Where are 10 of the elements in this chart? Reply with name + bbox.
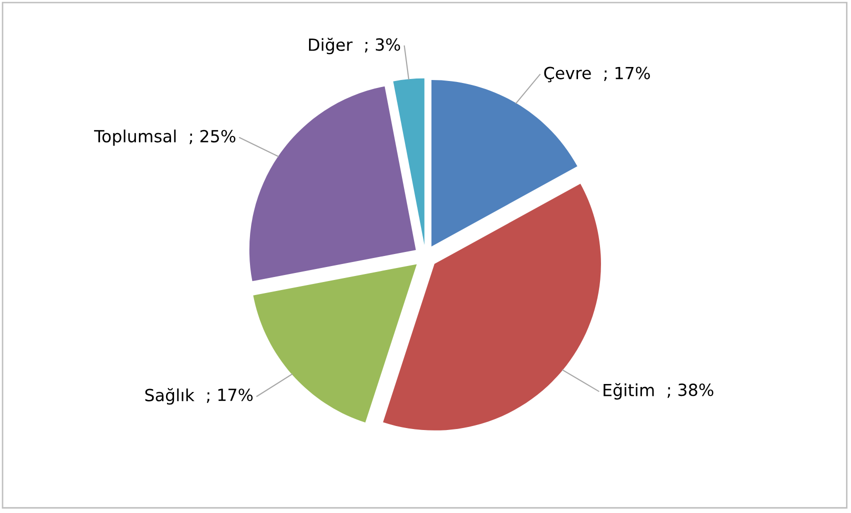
slice-label: Sağlık [145,388,194,405]
data-label: ; 17% [206,388,253,403]
data-label: ; 38% [668,384,714,398]
slice-label: Diğer [309,38,353,54]
slice-label: Toplumsal [94,130,176,146]
data-label: ; 3% [364,38,400,53]
slice-label: Çevre [544,66,591,82]
data-label: ; 25% [190,130,236,144]
slice-label: Eğitim [604,383,654,400]
data-label: ; 17% [604,66,650,82]
